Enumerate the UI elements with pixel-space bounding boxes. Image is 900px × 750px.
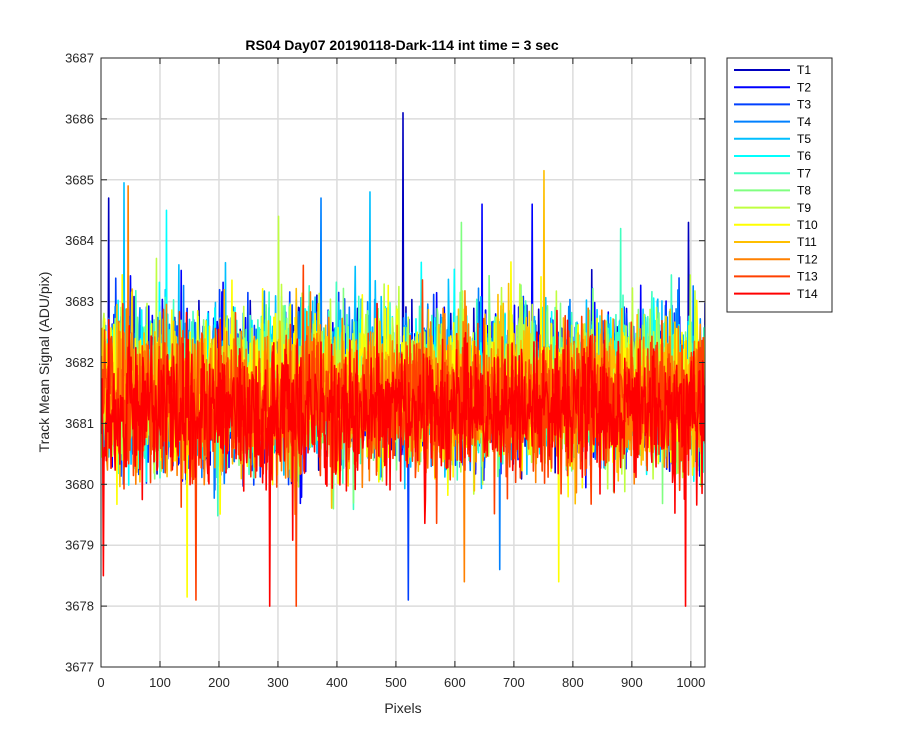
y-tick-label: 3679	[65, 538, 94, 553]
y-tick-label: 3683	[65, 294, 94, 309]
y-tick-label: 3684	[65, 233, 94, 248]
x-axis-label: Pixels	[384, 700, 421, 716]
y-axis-label: Track Mean Signal (ADU/pix)	[36, 272, 52, 453]
x-tick-label: 100	[149, 675, 171, 690]
x-tick-label: 1000	[676, 675, 705, 690]
x-tick-label: 600	[444, 675, 466, 690]
legend-label-t13: T13	[797, 270, 818, 284]
legend-label-t2: T2	[797, 80, 811, 94]
y-tick-label: 3681	[65, 416, 94, 431]
legend-label-t5: T5	[797, 132, 811, 146]
x-tick-label: 300	[267, 675, 289, 690]
tick-layer: 0 100 200 300 400 500 600 700 800 900 1000 3677 3678…	[65, 51, 705, 691]
y-tick-label: 3682	[65, 355, 94, 370]
legend-label-t4: T4	[797, 115, 811, 129]
legend-label-t7: T7	[797, 166, 811, 180]
legend-label-t11: T11	[797, 235, 817, 249]
y-tick-label: 3678	[65, 599, 94, 614]
legend-label-t6: T6	[797, 149, 811, 163]
series-layer	[101, 112, 705, 607]
x-tick-label: 200	[208, 675, 230, 690]
legend-label-t9: T9	[797, 201, 811, 215]
y-tick-label: 3687	[65, 51, 94, 66]
y-tick-label: 3686	[65, 111, 94, 126]
legend-label-t3: T3	[797, 98, 811, 112]
legend-label-t1: T1	[797, 63, 811, 77]
legend-label-t14: T14	[797, 287, 818, 301]
x-tick-label: 0	[97, 675, 104, 690]
y-tick-label: 3685	[65, 172, 94, 187]
chart-title: RS04 Day07 20190118-Dark-114 int time = …	[245, 37, 558, 53]
legend: T1 T2 T3 T4 T5 T6 T7 T8 T9 T10 T11 T12 T13 T14	[726, 57, 833, 313]
x-tick-label: 800	[562, 675, 584, 690]
y-tick-label: 3677	[65, 660, 94, 675]
x-tick-label: 900	[621, 675, 643, 690]
x-tick-label: 700	[503, 675, 525, 690]
x-tick-label: 400	[326, 675, 348, 690]
y-tick-label: 3680	[65, 477, 94, 492]
series-line-t14	[101, 302, 705, 607]
legend-label-t10: T10	[797, 218, 818, 232]
x-tick-label: 500	[385, 675, 407, 690]
legend-box	[726, 57, 833, 313]
legend-label-t8: T8	[797, 184, 811, 198]
legend-label-t12: T12	[797, 252, 818, 266]
